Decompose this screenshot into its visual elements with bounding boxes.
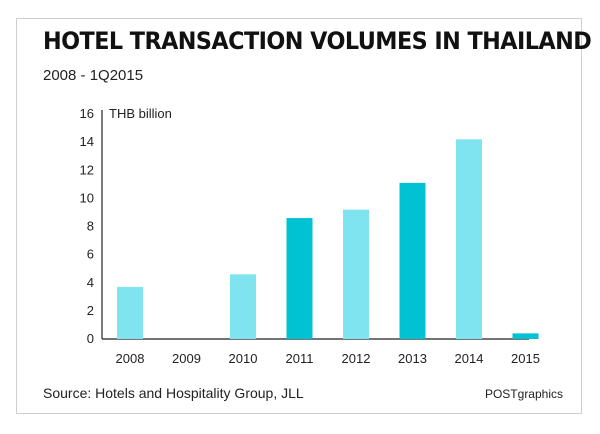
y-tick-label: 4: [87, 275, 94, 290]
bar-2011: [286, 218, 313, 339]
x-tick-label-2014: 2014: [455, 351, 484, 366]
bar-2012: [343, 209, 369, 339]
x-tick-label-2015: 2015: [511, 351, 540, 366]
y-tick-label: 8: [87, 219, 94, 234]
x-tick-label-2009: 2009: [172, 351, 201, 366]
y-tick-label: 10: [80, 190, 94, 205]
bar-2010: [230, 274, 256, 339]
chart-subtitle: 2008 - 1Q2015: [43, 67, 144, 84]
x-tick-label-2008: 2008: [116, 351, 145, 366]
x-tick-label-2010: 2010: [229, 351, 258, 366]
x-tick-label-2012: 2012: [342, 351, 371, 366]
x-tick-label-2011: 2011: [286, 351, 314, 366]
y-axis-unit-label: THB billion: [109, 106, 172, 121]
chart-frame: HOTEL TRANSACTION VOLUMES IN THAILAND 20…: [16, 18, 592, 414]
x-tick-label-2013: 2013: [398, 351, 427, 366]
bar-2014: [456, 139, 482, 339]
y-tick-label: 14: [80, 134, 94, 149]
y-tick-label: 6: [87, 247, 94, 262]
bar-2013: [399, 182, 426, 339]
source-note: Source: Hotels and Hospitality Group, JL…: [43, 385, 304, 401]
y-tick-label: 12: [80, 162, 94, 177]
bar-2008: [117, 286, 143, 339]
credit-label: POSTgraphics: [484, 387, 563, 401]
chart-title: HOTEL TRANSACTION VOLUMES IN THAILAND: [43, 27, 592, 55]
y-tick-label: 2: [87, 303, 94, 318]
bar-chart: 0 2 4 6 8 10 12 14 16 2008 2009 2010 2011 2012 2013 20…: [80, 106, 540, 366]
y-tick-label: 16: [80, 106, 94, 121]
y-tick-label: 0: [87, 331, 94, 346]
bar-2015: [512, 333, 539, 339]
